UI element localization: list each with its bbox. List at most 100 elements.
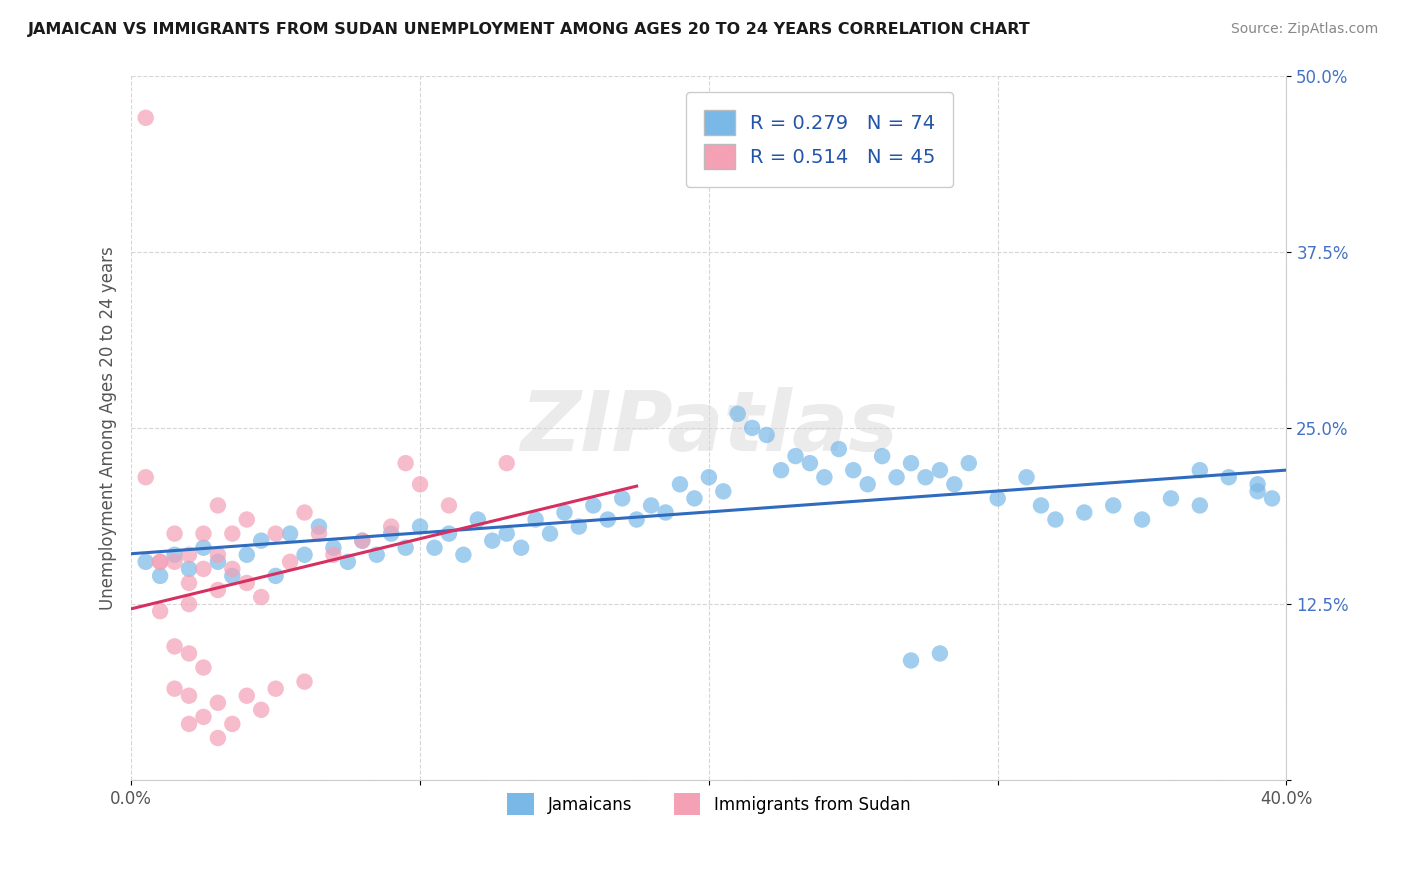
Point	[250, 703, 273, 717]
Point	[683, 491, 706, 506]
Point	[264, 681, 287, 696]
Point	[1029, 499, 1052, 513]
Point	[149, 569, 172, 583]
Point	[163, 526, 186, 541]
Point	[177, 576, 200, 591]
Point	[250, 533, 273, 548]
Point	[510, 541, 533, 555]
Point	[207, 731, 229, 745]
Point	[1188, 499, 1211, 513]
Point	[221, 569, 243, 583]
Point	[207, 696, 229, 710]
Point	[193, 562, 215, 576]
Point	[278, 526, 301, 541]
Point	[741, 421, 763, 435]
Point	[900, 653, 922, 667]
Text: ZIPatlas: ZIPatlas	[520, 387, 898, 468]
Point	[437, 499, 460, 513]
Point	[177, 647, 200, 661]
Point	[177, 548, 200, 562]
Point	[294, 674, 316, 689]
Point	[437, 526, 460, 541]
Point	[582, 499, 605, 513]
Point	[236, 689, 259, 703]
Point	[553, 506, 575, 520]
Point	[193, 526, 215, 541]
Point	[669, 477, 692, 491]
Point	[177, 717, 200, 731]
Point	[308, 526, 330, 541]
Point	[1246, 484, 1268, 499]
Point	[177, 562, 200, 576]
Point	[380, 519, 402, 533]
Legend: Jamaicans, Immigrants from Sudan: Jamaicans, Immigrants from Sudan	[498, 783, 921, 825]
Point	[495, 526, 517, 541]
Point	[163, 640, 186, 654]
Point	[1102, 499, 1125, 513]
Point	[928, 463, 950, 477]
Point	[207, 499, 229, 513]
Point	[352, 533, 374, 548]
Point	[842, 463, 865, 477]
Point	[322, 541, 344, 555]
Point	[163, 681, 186, 696]
Point	[640, 499, 662, 513]
Point	[1218, 470, 1240, 484]
Point	[1045, 512, 1067, 526]
Point	[524, 512, 547, 526]
Point	[596, 512, 619, 526]
Point	[366, 548, 388, 562]
Point	[380, 526, 402, 541]
Point	[352, 533, 374, 548]
Point	[193, 710, 215, 724]
Point	[957, 456, 980, 470]
Point	[770, 463, 793, 477]
Point	[135, 111, 157, 125]
Point	[236, 548, 259, 562]
Point	[163, 555, 186, 569]
Point	[928, 647, 950, 661]
Point	[394, 456, 416, 470]
Point	[250, 590, 273, 604]
Point	[987, 491, 1010, 506]
Point	[1073, 506, 1095, 520]
Point	[711, 484, 734, 499]
Point	[828, 442, 851, 456]
Point	[813, 470, 835, 484]
Point	[870, 449, 893, 463]
Point	[943, 477, 966, 491]
Point	[799, 456, 821, 470]
Point	[193, 541, 215, 555]
Point	[1160, 491, 1182, 506]
Point	[1261, 491, 1284, 506]
Point	[409, 477, 432, 491]
Point	[856, 477, 879, 491]
Point	[538, 526, 561, 541]
Text: Source: ZipAtlas.com: Source: ZipAtlas.com	[1230, 22, 1378, 37]
Point	[1246, 477, 1268, 491]
Point	[149, 604, 172, 618]
Point	[1130, 512, 1153, 526]
Point	[294, 548, 316, 562]
Point	[785, 449, 807, 463]
Point	[697, 470, 720, 484]
Point	[886, 470, 908, 484]
Point	[163, 548, 186, 562]
Point	[409, 519, 432, 533]
Point	[149, 555, 172, 569]
Point	[278, 555, 301, 569]
Y-axis label: Unemployment Among Ages 20 to 24 years: Unemployment Among Ages 20 to 24 years	[100, 246, 117, 610]
Point	[394, 541, 416, 555]
Point	[149, 555, 172, 569]
Point	[207, 555, 229, 569]
Point	[221, 526, 243, 541]
Point	[467, 512, 489, 526]
Point	[1015, 470, 1038, 484]
Point	[207, 548, 229, 562]
Point	[495, 456, 517, 470]
Point	[221, 717, 243, 731]
Point	[221, 562, 243, 576]
Text: JAMAICAN VS IMMIGRANTS FROM SUDAN UNEMPLOYMENT AMONG AGES 20 TO 24 YEARS CORRELA: JAMAICAN VS IMMIGRANTS FROM SUDAN UNEMPL…	[28, 22, 1031, 37]
Point	[423, 541, 446, 555]
Point	[135, 470, 157, 484]
